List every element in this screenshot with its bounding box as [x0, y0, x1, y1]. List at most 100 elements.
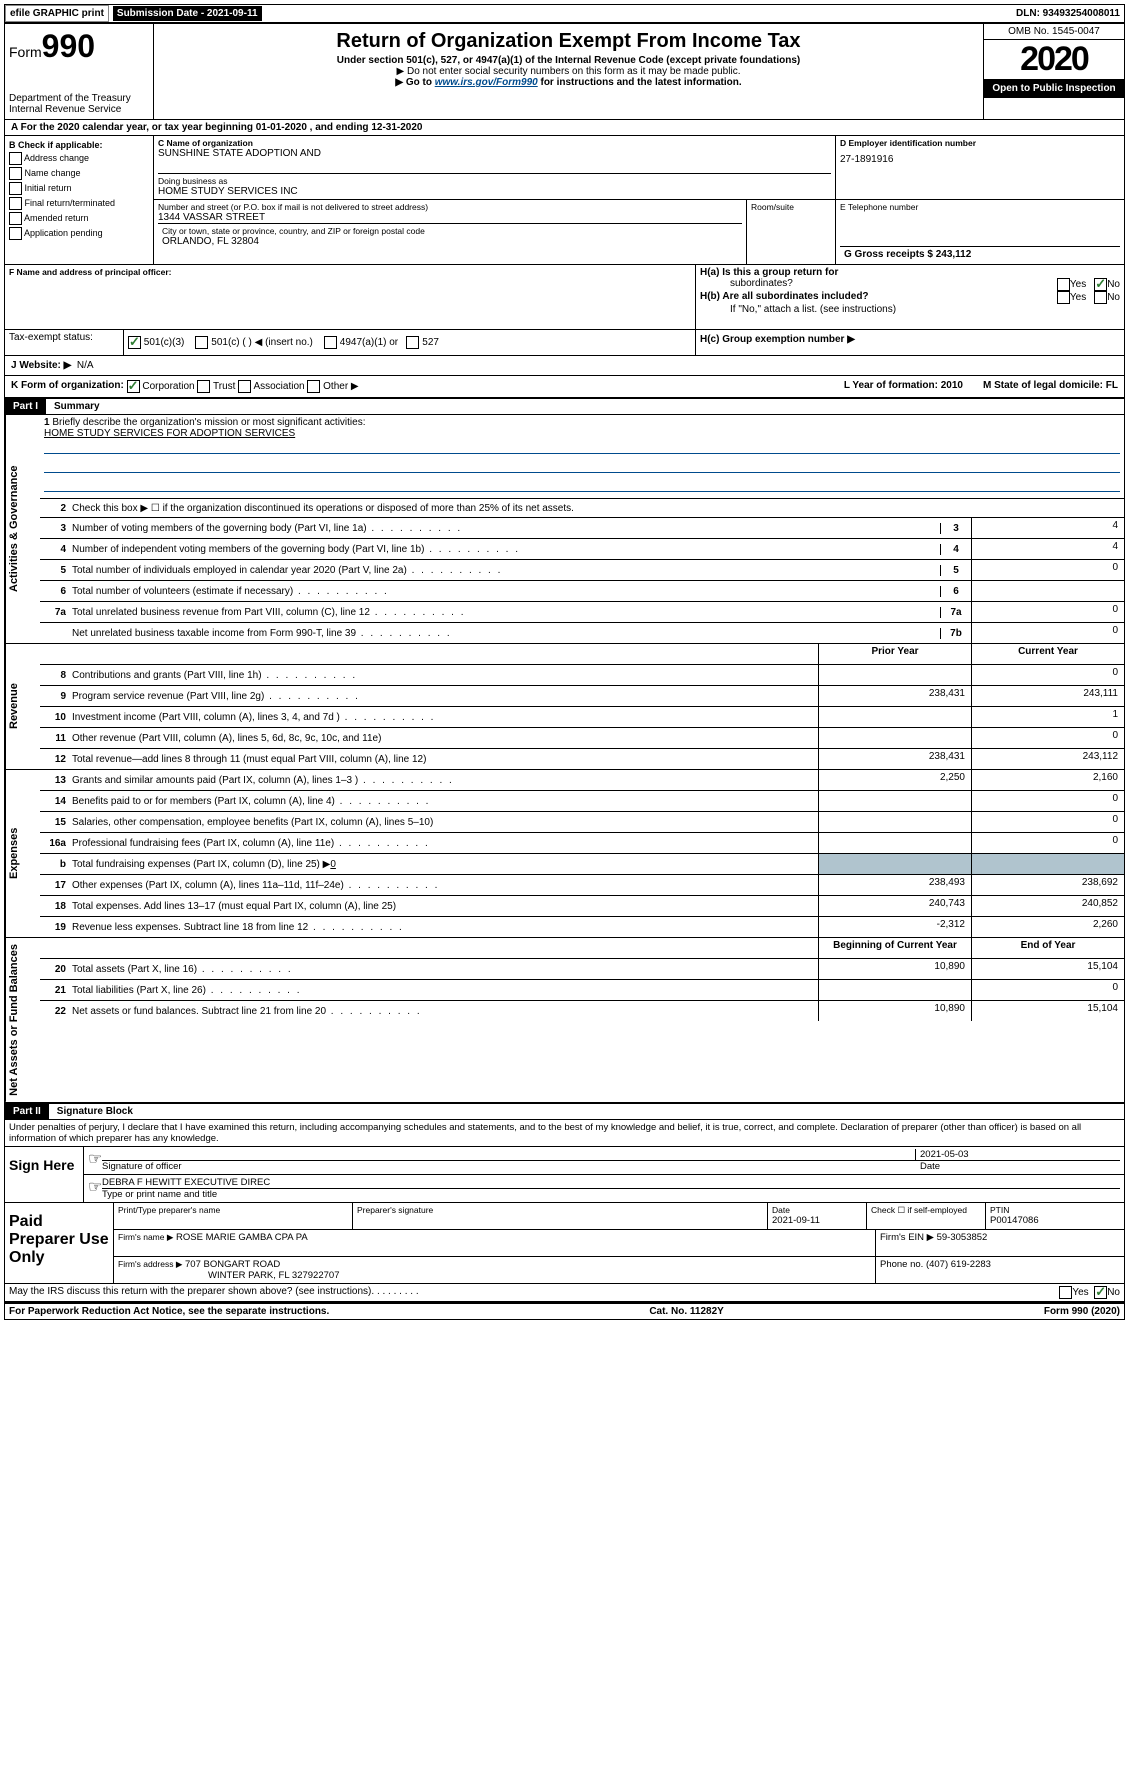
check-amended-return[interactable]: Amended return [9, 212, 149, 225]
omb-label: OMB No. 1545-0047 [984, 24, 1124, 40]
page-title: Return of Organization Exempt From Incom… [158, 30, 979, 53]
dba-label: Doing business as [158, 176, 831, 186]
block-b-to-g: B Check if applicable: Address change Na… [4, 136, 1125, 265]
status-i-label: Tax-exempt status: [5, 330, 124, 355]
address-label: Number and street (or P.O. box if mail i… [158, 202, 742, 212]
irs-label: Internal Revenue Service [9, 104, 149, 115]
sign-here-label: Sign Here [5, 1147, 84, 1202]
officer-label: F Name and address of principal officer: [9, 267, 691, 277]
k-org-row: K Form of organization: Corporation Trus… [4, 376, 1125, 398]
address-value: 1344 VASSAR STREET [158, 212, 742, 223]
line-7a: Total unrelated business revenue from Pa… [72, 605, 940, 620]
line-15: Salaries, other compensation, employee b… [72, 815, 818, 830]
mission-text: HOME STUDY SERVICES FOR ADOPTION SERVICE… [44, 428, 1120, 439]
line-4: Number of independent voting members of … [72, 542, 940, 557]
ha-no[interactable]: No [1094, 278, 1120, 291]
discuss-yes[interactable]: Yes [1059, 1286, 1088, 1299]
part-2-header: Part II Signature Block [4, 1103, 1125, 1120]
vtab-expenses: Expenses [5, 770, 40, 937]
hb-note: If "No," attach a list. (see instruction… [730, 304, 1120, 315]
paid-preparer-label: Paid Preparer Use Only [5, 1203, 114, 1283]
line-9: Program service revenue (Part VIII, line… [72, 689, 818, 704]
line-14: Benefits paid to or for members (Part IX… [72, 794, 818, 809]
check-other[interactable]: Other ▶ [307, 380, 358, 393]
city-value: ORLANDO, FL 32804 [162, 236, 738, 247]
check-corp[interactable]: Corporation [127, 380, 195, 393]
val-6 [971, 581, 1124, 601]
cat-no: Cat. No. 11282Y [649, 1306, 723, 1317]
gross-receipts: G Gross receipts $ 243,112 [840, 246, 1120, 262]
org-name-value: SUNSHINE STATE ADOPTION AND [158, 148, 831, 159]
line-3: Number of voting members of the governin… [72, 521, 940, 536]
vtab-net-assets: Net Assets or Fund Balances [5, 938, 40, 1102]
vtab-revenue: Revenue [5, 644, 40, 769]
part-1-header: Part I Summary [4, 398, 1125, 415]
room-label: Room/suite [751, 202, 831, 212]
irs-link[interactable]: www.irs.gov/Form990 [435, 77, 538, 88]
check-4947[interactable]: 4947(a)(1) or [324, 337, 398, 348]
check-trust[interactable]: Trust [197, 380, 235, 393]
firm-ein: Firm's EIN ▶ 59-3053852 [876, 1230, 1124, 1256]
check-application-pending[interactable]: Application pending [9, 227, 149, 240]
discuss-no[interactable]: No [1094, 1286, 1120, 1299]
pra-notice: For Paperwork Reduction Act Notice, see … [9, 1306, 329, 1317]
m-state: M State of legal domicile: FL [983, 380, 1118, 393]
check-assoc[interactable]: Association [238, 380, 304, 393]
name-type-label: Type or print name and title [102, 1189, 1120, 1200]
website-row: J Website: ▶ N/A [4, 356, 1125, 376]
line-1-label: Briefly describe the organization's miss… [52, 417, 365, 428]
subtitle-2: ▶ Do not enter social security numbers o… [158, 66, 979, 77]
sig-date-value: 2021-05-03 [915, 1149, 1120, 1161]
line-21: Total liabilities (Part X, line 26) [72, 983, 818, 998]
check-501c3[interactable]: 501(c)(3) [128, 337, 184, 348]
check-initial-return[interactable]: Initial return [9, 182, 149, 195]
top-bar: efile GRAPHIC print Submission Date - 20… [4, 4, 1125, 23]
firm-name: ROSE MARIE GAMBA CPA PA [176, 1232, 308, 1243]
line-17: Other expenses (Part IX, column (A), lin… [72, 878, 818, 893]
footer: For Paperwork Reduction Act Notice, see … [4, 1302, 1125, 1320]
open-public-label: Open to Public Inspection [984, 79, 1124, 98]
val-3: 4 [971, 518, 1124, 538]
firm-address: 707 BONGART ROAD [185, 1259, 280, 1270]
check-527[interactable]: 527 [406, 337, 438, 348]
val-5: 0 [971, 560, 1124, 580]
line-22: Net assets or fund balances. Subtract li… [72, 1004, 818, 1019]
ein-label: D Employer identification number [840, 138, 1120, 148]
check-final-return[interactable]: Final return/terminated [9, 197, 149, 210]
subtitle-1: Under section 501(c), 527, or 4947(a)(1)… [158, 55, 979, 66]
ein-value: 27-1891916 [840, 154, 1120, 165]
check-name-change[interactable]: Name change [9, 167, 149, 180]
hb-no[interactable]: No [1094, 291, 1120, 304]
check-address-change[interactable]: Address change [9, 152, 149, 165]
firm-phone: Phone no. (407) 619-2283 [876, 1257, 1124, 1283]
summary-net-assets: Net Assets or Fund Balances Beginning of… [4, 938, 1125, 1103]
hc-label: H(c) Group exemption number ▶ [695, 330, 1124, 355]
summary- revenue: Revenue Prior YearCurrent Year 8Contribu… [4, 644, 1125, 770]
val-7a: 0 [971, 602, 1124, 622]
line-8: Contributions and grants (Part VIII, lin… [72, 668, 818, 683]
col-b-header: B Check if applicable: [9, 140, 149, 150]
sig-date-label: Date [916, 1161, 1120, 1172]
dln-label: DLN: 93493254008011 [1012, 6, 1124, 21]
hdr-begin: Beginning of Current Year [818, 938, 971, 958]
hb-yes[interactable]: Yes [1057, 291, 1086, 304]
hdr-current: Current Year [971, 644, 1124, 664]
dept-label: Department of the Treasury [9, 93, 149, 104]
line-19: Revenue less expenses. Subtract line 18 … [72, 920, 818, 935]
check-501c[interactable]: 501(c) ( ) ◀ (insert no.) [195, 337, 312, 348]
hdr-prior: Prior Year [818, 644, 971, 664]
phone-label: E Telephone number [840, 202, 1120, 212]
sig-officer-label: Signature of officer [102, 1161, 916, 1172]
ha-label: H(a) Is this a group return for [700, 267, 1120, 278]
line-2: Check this box ▶ ☐ if the organization d… [72, 501, 1124, 516]
tax-year: 2020 [984, 40, 1124, 79]
signature-declaration: Under penalties of perjury, I declare th… [5, 1120, 1124, 1147]
efile-print-button[interactable]: efile GRAPHIC print [5, 5, 109, 22]
tax-status-row: Tax-exempt status: 501(c)(3) 501(c) ( ) … [4, 330, 1125, 356]
signature-section: Under penalties of perjury, I declare th… [4, 1120, 1125, 1284]
row-a-tax-year: A For the 2020 calendar year, or tax yea… [4, 120, 1125, 136]
line-7b: Net unrelated business taxable income fr… [72, 626, 940, 641]
line-5: Total number of individuals employed in … [72, 563, 940, 578]
header: Form990 Department of the Treasury Inter… [4, 23, 1125, 120]
ha-yes[interactable]: Yes [1057, 278, 1086, 291]
